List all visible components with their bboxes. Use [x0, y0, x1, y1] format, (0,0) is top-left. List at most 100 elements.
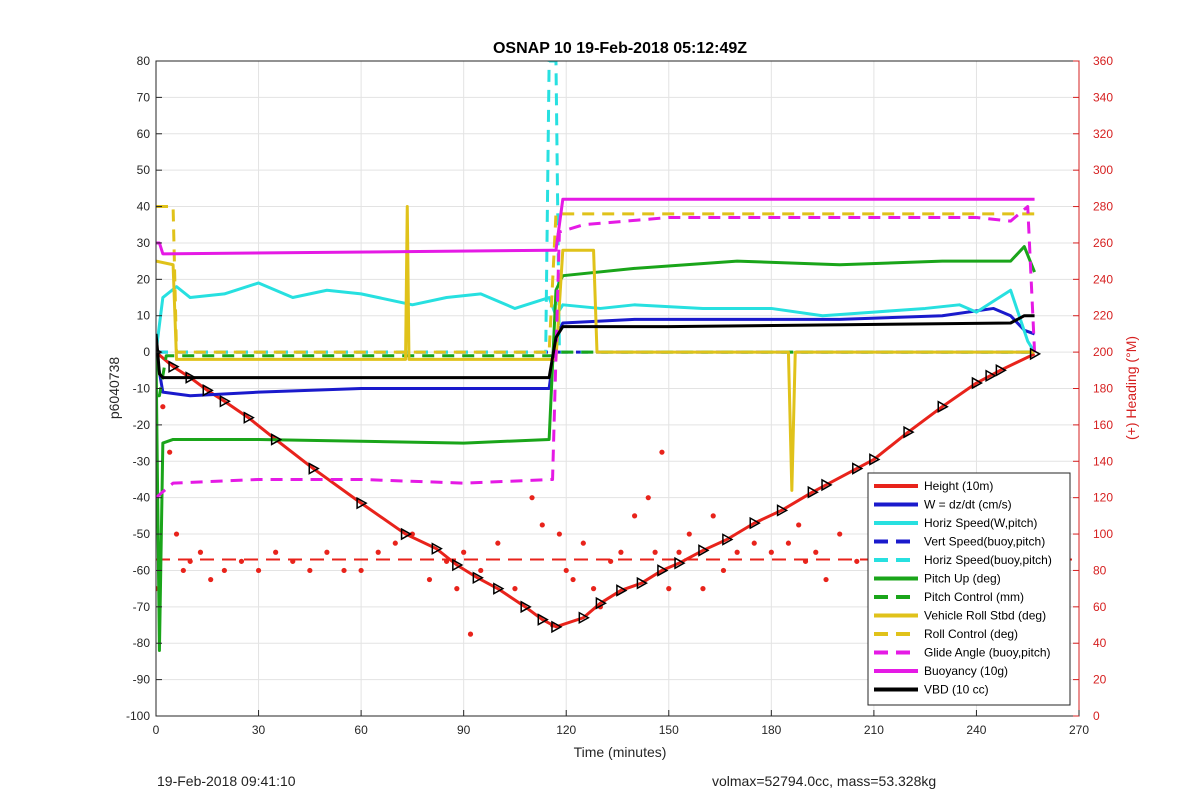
heading-point	[556, 531, 562, 537]
heading-point	[255, 567, 262, 574]
heading-point	[273, 549, 279, 555]
series-pitch-control-mm	[156, 350, 1035, 398]
y-tick-label: 70	[137, 90, 151, 104]
heading-point	[785, 540, 792, 546]
legend-label: Height (10m)	[924, 479, 993, 493]
x-tick-label: 150	[659, 723, 679, 737]
y-tick-label: 30	[137, 236, 151, 250]
height-marker	[776, 504, 789, 517]
y-axis-label: p6040738	[106, 357, 122, 420]
height-marker	[185, 371, 197, 384]
y-right-tick-label: 60	[1093, 600, 1107, 614]
height-marker	[308, 462, 320, 475]
y-tick-label: -70	[133, 600, 151, 614]
heading-point	[666, 586, 672, 592]
legend-label: Pitch Control (mm)	[924, 590, 1024, 604]
y-right-tick-label: 280	[1093, 200, 1113, 214]
legend-label: Buoyancy (10g)	[924, 664, 1008, 678]
height-marker	[243, 411, 255, 424]
y-right-tick-label: 80	[1093, 563, 1107, 577]
height-marker	[674, 556, 686, 570]
heading-point	[187, 558, 193, 564]
series-lines	[156, 61, 1037, 652]
heading-point	[631, 513, 638, 519]
heading-point	[341, 567, 347, 574]
y-tick-label: -90	[133, 673, 151, 687]
heading-point	[686, 531, 692, 537]
heading-point	[375, 549, 381, 555]
heading-point	[426, 576, 433, 583]
height-marker	[356, 496, 368, 510]
footer-volmax-mass: volmax=52794.0cc, mass=53.328kg	[712, 773, 937, 789]
y-right-tick-label: 40	[1093, 636, 1107, 650]
heading-point	[180, 567, 186, 574]
height-marker	[219, 394, 231, 408]
footer-timestamp: 19-Feb-2018 09:41:10	[157, 773, 296, 789]
heading-point	[700, 586, 706, 592]
legend-label: Horiz Speed(buoy,pitch)	[924, 553, 1052, 567]
heading-point	[802, 558, 809, 564]
legend: Height (10m) W = dz/dt (cm/s) Horiz Speed(…	[867, 472, 1071, 706]
y-tick-label: 40	[137, 200, 151, 214]
series-vehicle-roll-stbd-deg	[156, 205, 1035, 492]
height-marker	[493, 582, 505, 595]
heading-point	[358, 567, 364, 574]
y-right-tick-label: 160	[1093, 418, 1113, 432]
heading-point	[837, 531, 843, 537]
heading-point	[796, 522, 802, 528]
heading-point	[659, 449, 665, 455]
y-tick-label: 80	[137, 54, 151, 68]
y-right-tick-label: 340	[1093, 90, 1113, 104]
heading-point	[720, 567, 727, 574]
height-marker	[452, 558, 464, 572]
height-marker	[937, 400, 949, 413]
heading-point	[652, 549, 658, 555]
y-right-tick-label: 200	[1093, 345, 1113, 359]
y-axis-label-right: (+) Heading (°M)	[1123, 336, 1139, 440]
legend-label: Vert Speed(buoy,pitch)	[924, 535, 1045, 549]
heading-point	[590, 586, 597, 592]
heading-point	[467, 631, 474, 637]
heading-point	[608, 558, 614, 564]
heading-point	[392, 540, 398, 546]
heading-point	[529, 495, 535, 501]
y-tick-label: -50	[133, 527, 151, 541]
height-marker	[202, 384, 214, 397]
height-marker	[636, 576, 648, 590]
y-right-tick-label: 20	[1093, 673, 1107, 687]
y-tick-label: -30	[133, 454, 151, 468]
series-buoyancy-10g	[156, 197, 1035, 256]
height-marker	[537, 613, 549, 626]
heading-point	[167, 449, 173, 455]
y-right-tick-label: 140	[1093, 454, 1113, 468]
height-marker	[657, 564, 669, 577]
height-marker	[431, 542, 443, 555]
y-tick-label: 10	[137, 309, 151, 323]
y-tick-label: 50	[137, 163, 151, 177]
height-marker	[995, 364, 1007, 377]
heading-point	[495, 540, 501, 546]
y-right-tick-label: 300	[1093, 163, 1113, 177]
series-roll-control-deg	[156, 205, 1035, 354]
y-right-tick-label: 100	[1093, 527, 1113, 541]
series-pitch-up-deg	[156, 245, 1036, 652]
heading-point	[645, 495, 651, 501]
y-tick-label: -10	[133, 382, 151, 396]
legend-label: Horiz Speed(W,pitch)	[924, 516, 1037, 530]
height-marker	[869, 453, 881, 466]
height-marker	[400, 527, 413, 541]
height-marker	[168, 360, 180, 373]
legend-label: Roll Control (deg)	[924, 627, 1018, 641]
heading-point	[160, 404, 166, 410]
x-tick-label: 210	[864, 723, 884, 737]
axis-ticks: 0 30 60 90 120 150 180 210 240 270-100-90-80-70-6…	[126, 54, 1113, 737]
heading-point	[454, 586, 460, 592]
height-marker	[270, 433, 283, 446]
x-tick-label: 270	[1069, 723, 1089, 737]
y-right-tick-label: 180	[1093, 382, 1113, 396]
y-right-tick-label: 120	[1093, 491, 1113, 505]
heading-point	[854, 558, 860, 564]
heading-point	[813, 549, 819, 555]
y-tick-label: -40	[133, 491, 151, 505]
